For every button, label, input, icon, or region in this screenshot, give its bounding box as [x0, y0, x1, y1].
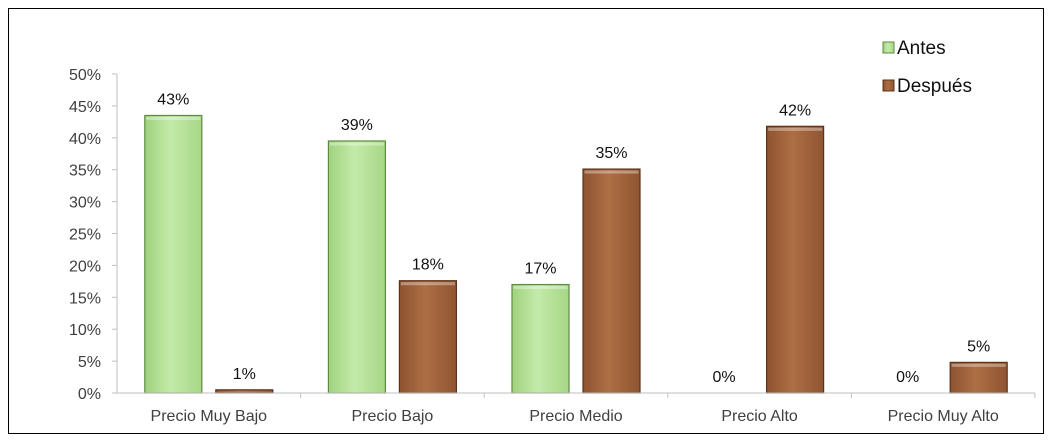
x-category-label: Precio Muy Alto — [888, 408, 999, 425]
data-label: 42% — [779, 102, 811, 119]
data-labels: 43% 1% 39% 18% 17% 35% 0% 42% 0% 5% — [157, 91, 990, 386]
bar-antes-1 — [327, 140, 386, 394]
data-label: 17% — [524, 261, 556, 278]
bar-bevel — [329, 142, 384, 146]
y-tick-label: 40% — [69, 131, 101, 148]
x-category-label: Precio Muy Bajo — [151, 408, 268, 425]
bar-chart: 0% 5% 10% 15% 20% 25% 30% 35% 40% 45% 50% 43% 1% 39%… — [69, 38, 1036, 425]
legend-label: Antes — [897, 38, 946, 59]
bar-bevel — [513, 286, 568, 290]
y-tick-label: 35% — [69, 163, 101, 180]
legend-swatch — [882, 41, 895, 54]
y-tick-label: 5% — [78, 354, 101, 371]
data-label: 18% — [412, 257, 444, 274]
bar-bevel — [584, 170, 639, 174]
bar-despus-3 — [765, 125, 825, 394]
data-label: 5% — [967, 338, 990, 355]
y-tick-label: 0% — [78, 386, 101, 403]
bar-despus-2 — [582, 168, 641, 394]
x-axis: Precio Muy Bajo Precio Bajo Precio Medio Pr… — [117, 392, 1036, 425]
bar-bevel — [951, 363, 1006, 367]
bar-bevel — [400, 282, 455, 286]
y-axis: 0% 5% 10% 15% 20% 25% 30% 35% 40% 45% 50% — [69, 67, 118, 403]
y-tick-label: 10% — [69, 322, 101, 339]
bar-bevel — [768, 127, 823, 131]
x-category-label: Precio Medio — [529, 408, 622, 425]
y-tick-label: 20% — [69, 258, 101, 275]
data-label: 35% — [595, 145, 627, 162]
x-category-label: Precio Bajo — [351, 408, 433, 425]
data-label: 39% — [341, 117, 373, 134]
chart-frame: 0% 5% 10% 15% 20% 25% 30% 35% 40% 45% 50% 43% 1% 39%… — [8, 8, 1044, 434]
legend-swatch — [882, 79, 895, 92]
x-category-label: Precio Alto — [721, 408, 798, 425]
bar-despus-1 — [398, 280, 457, 394]
y-tick-label: 25% — [69, 227, 101, 244]
y-tick-label: 45% — [69, 99, 101, 116]
data-label: 0% — [896, 369, 919, 386]
y-tick-label: 30% — [69, 195, 101, 212]
legend-label: Después — [897, 76, 972, 97]
data-label: 43% — [157, 91, 189, 108]
data-label: 0% — [713, 369, 736, 386]
bar-antes-0 — [144, 114, 203, 394]
bar-despus-4 — [949, 361, 1008, 394]
y-tick-label: 50% — [69, 67, 101, 84]
bars — [144, 114, 1008, 394]
bar-antes-2 — [511, 283, 570, 394]
legend: Antes Después — [882, 38, 972, 97]
bar-bevel — [146, 116, 201, 120]
y-tick-label: 15% — [69, 290, 101, 307]
data-label: 1% — [233, 366, 256, 383]
